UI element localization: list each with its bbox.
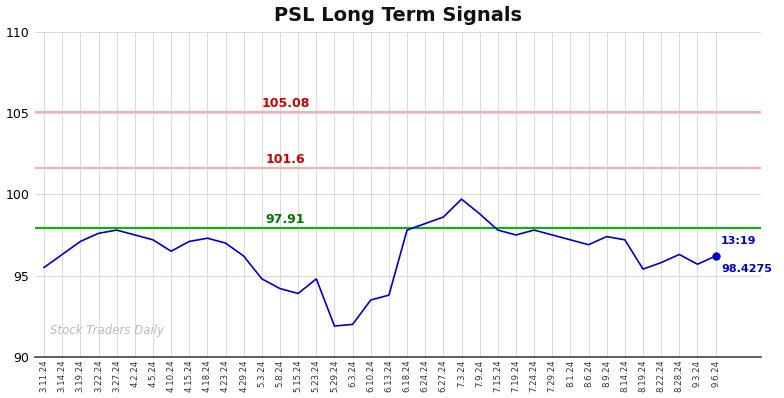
Text: 97.91: 97.91 — [266, 213, 305, 226]
Text: 101.6: 101.6 — [266, 153, 305, 166]
Text: 13:19: 13:19 — [721, 236, 757, 246]
Text: 98.4275: 98.4275 — [721, 264, 772, 274]
Title: PSL Long Term Signals: PSL Long Term Signals — [274, 6, 522, 25]
Text: 105.08: 105.08 — [261, 97, 310, 110]
Text: Stock Traders Daily: Stock Traders Daily — [49, 324, 164, 338]
